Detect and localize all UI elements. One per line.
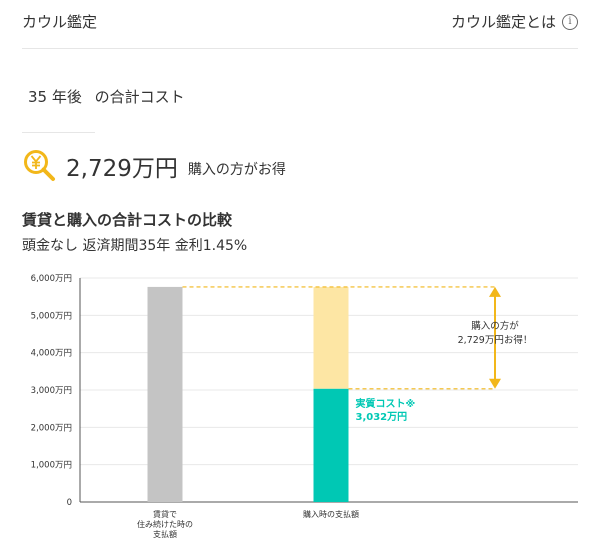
chart-conditions: 頭金なし 返済期間35年 金利1.45% [22, 238, 248, 254]
y-tick-label: 2,000万円 [31, 423, 72, 433]
years-select[interactable]: 35 年後 [28, 88, 82, 106]
info-icon[interactable]: i [562, 13, 578, 30]
cost-comparison-chart: 0 1,000万円 2,000万円 3,000万円 4,000万円 5,000万円 6,00… [31, 274, 578, 539]
y-tick-label: 4,000万円 [31, 349, 72, 359]
summary-note: 購入の方がお得 [187, 161, 286, 178]
bar-buy-effective [313, 388, 349, 502]
summary: 2,729万円 購入の方がお得 [22, 148, 286, 184]
y-tick-label: 5,000万円 [31, 311, 72, 321]
about-link[interactable]: カウル鑑定とは i [451, 11, 578, 32]
period-row: 35 年後 の合計コスト [28, 86, 185, 107]
difference-label: 2,729万円お得！ [458, 334, 533, 346]
y-tick-label: 1,000万円 [31, 461, 72, 471]
effective-cost-label: 実質コスト※ [356, 397, 416, 410]
category-label: 支払額 [153, 529, 177, 539]
yen-magnifier-icon [24, 150, 55, 181]
y-tick-label: 6,000万円 [31, 274, 72, 284]
period-suffix: の合計コスト [94, 88, 185, 106]
chart-heading: 賃貸と購入の合計コストの比較 [22, 211, 233, 229]
effective-cost-label: 3,032万円 [356, 411, 408, 423]
app-title: カウル鑑定 [22, 13, 98, 31]
y-tick-label: 3,000万円 [31, 386, 72, 396]
category-label: 購入時の支払額 [303, 509, 359, 519]
category-label: 賃貸で [153, 509, 177, 519]
bar-rent-total [147, 286, 183, 502]
difference-label: 購入の方が [471, 320, 519, 332]
y-tick-label: 0 [67, 498, 72, 508]
category-label: 住み続けた時の [137, 519, 193, 529]
difference-arrow-head-up [489, 286, 501, 297]
years-divider [22, 132, 95, 133]
header: カウル鑑定 カウル鑑定とは i [22, 0, 578, 49]
about-label: カウル鑑定とは [450, 13, 556, 31]
bar-buy-total [313, 286, 349, 389]
summary-amount: 2,729万円 [66, 156, 178, 182]
difference-arrow-head-down [489, 378, 501, 389]
